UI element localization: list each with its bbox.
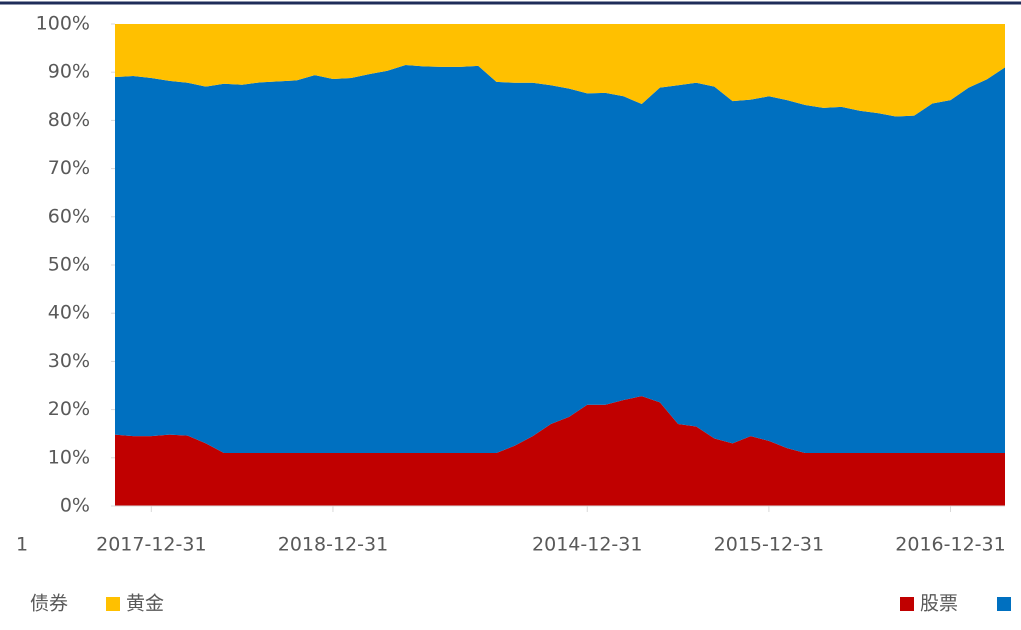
y-tick-label: 40% bbox=[48, 302, 90, 324]
y-tick-label: 100% bbox=[36, 13, 90, 35]
y-tick-label: 80% bbox=[48, 109, 90, 131]
area bbox=[115, 24, 1005, 117]
area bbox=[115, 396, 1005, 506]
y-tick-label: 50% bbox=[48, 254, 90, 276]
x-tick-label: 2017-12-31 bbox=[96, 534, 206, 556]
y-tick-label: 30% bbox=[48, 350, 90, 372]
y-tick-label: 70% bbox=[48, 157, 90, 179]
x-tick-label: 2014-12-31 bbox=[532, 534, 642, 556]
legend-label: 黄金 bbox=[126, 593, 164, 615]
legend-label: 股票 bbox=[920, 593, 958, 615]
area bbox=[115, 64, 1005, 453]
legend-marker bbox=[997, 597, 1011, 611]
y-tick-label: 60% bbox=[48, 205, 90, 227]
legend-label: 债券 bbox=[30, 593, 68, 615]
x-tick-label: 2018-12-31 bbox=[278, 534, 388, 556]
x-tick-label: 2016-12-31 bbox=[895, 534, 1005, 556]
y-tick-label: 20% bbox=[48, 398, 90, 420]
y-tick-label: 0% bbox=[60, 495, 90, 517]
legend-marker bbox=[900, 597, 914, 611]
y-tick-label: 10% bbox=[48, 446, 90, 468]
x-label-fragment: 1 bbox=[16, 534, 28, 556]
legend-marker bbox=[106, 597, 120, 611]
x-tick-label: 2015-12-31 bbox=[714, 534, 824, 556]
y-tick-label: 90% bbox=[48, 61, 90, 83]
